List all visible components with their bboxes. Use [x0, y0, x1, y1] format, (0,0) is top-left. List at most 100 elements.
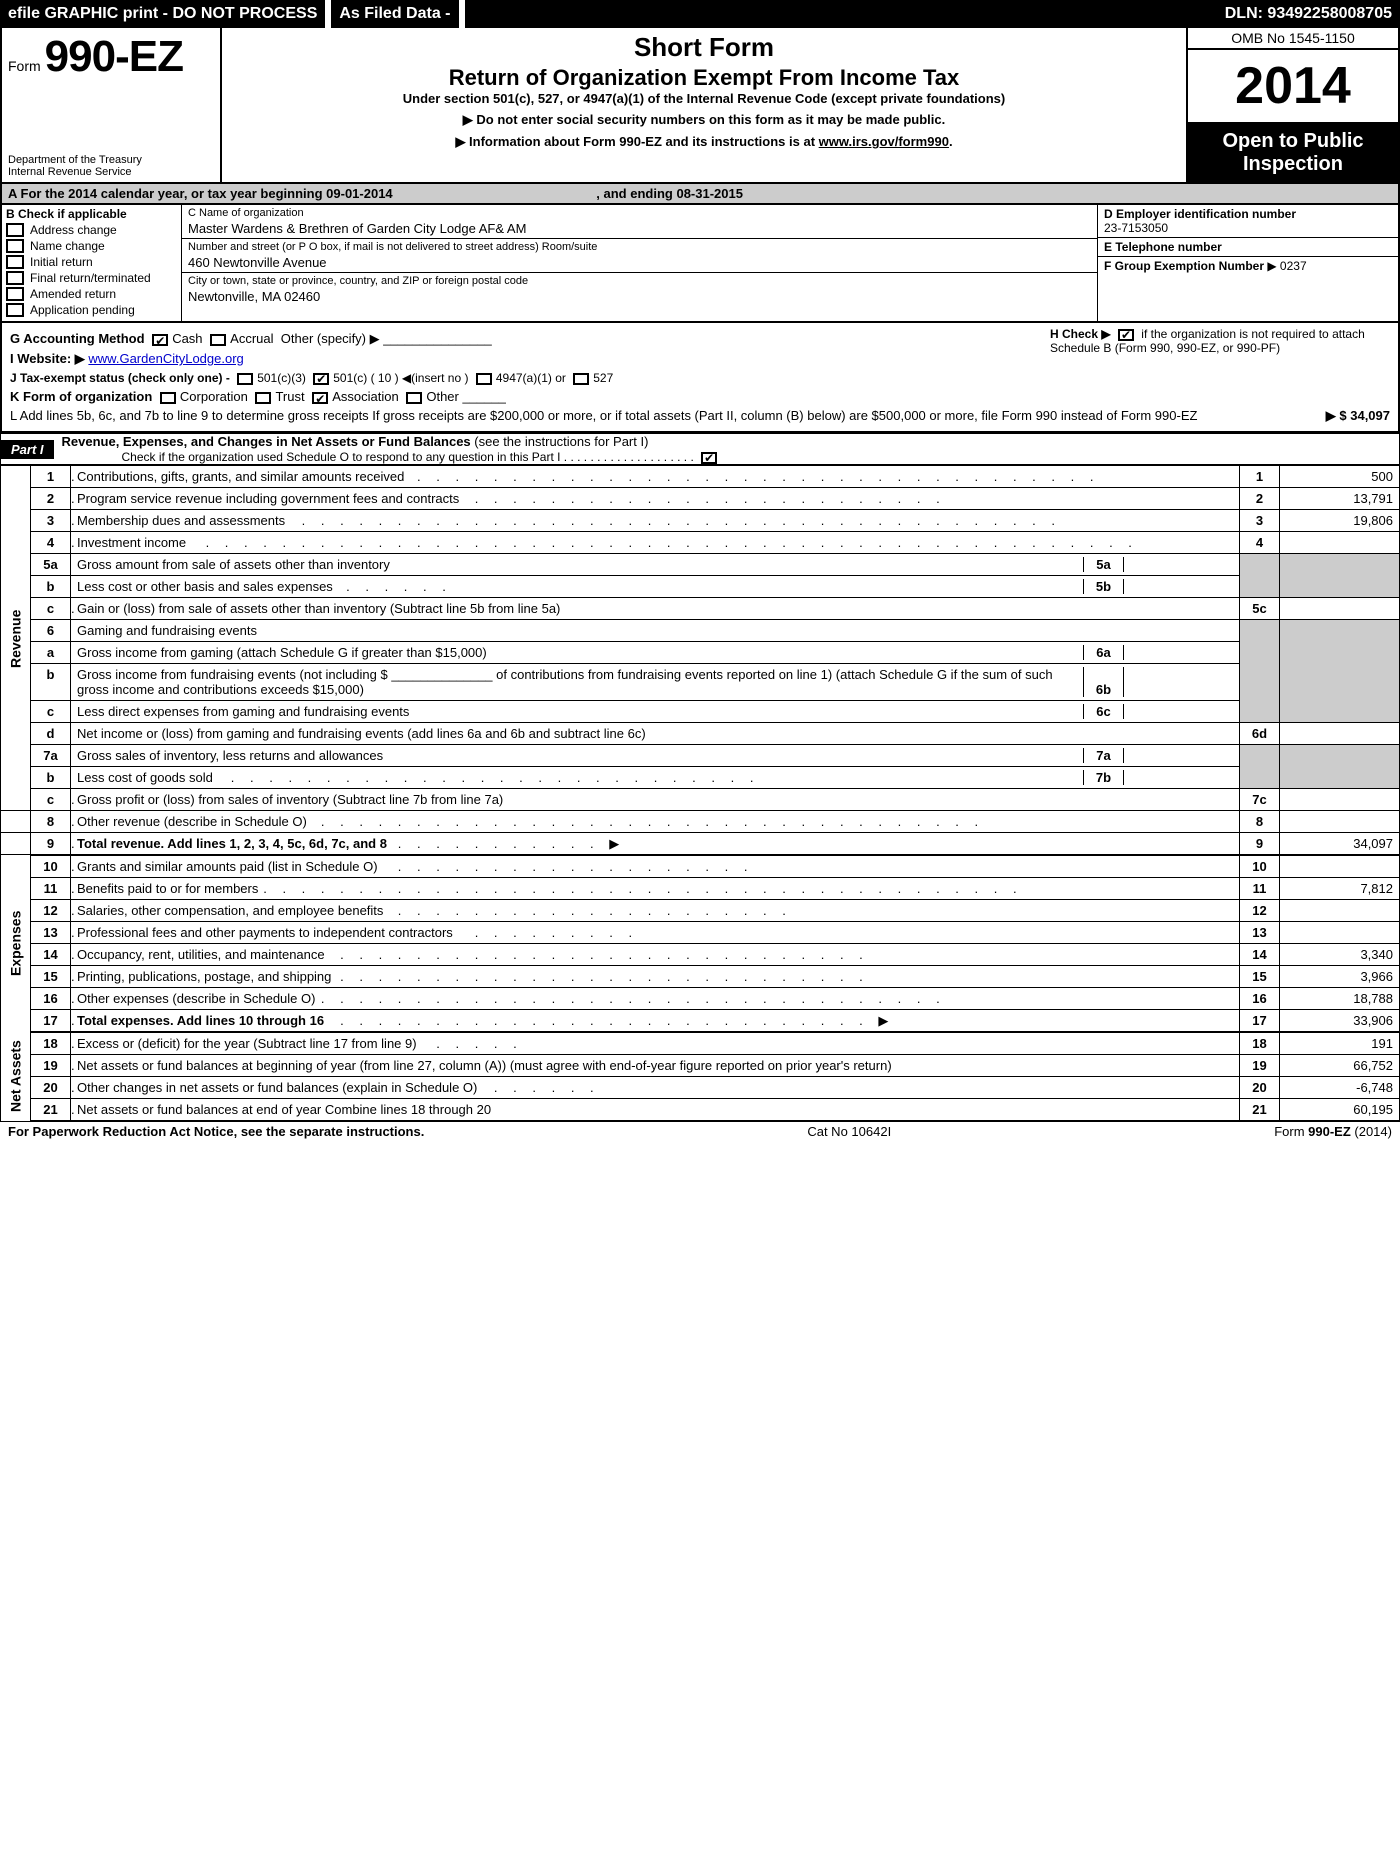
val-20: -6,748: [1280, 1077, 1400, 1099]
line-8: Other revenue (describe in Schedule O). …: [71, 811, 1240, 833]
section-b: B Check if applicable Address change Nam…: [2, 205, 182, 321]
line-15: Printing, publications, postage, and shi…: [71, 966, 1240, 988]
form-number: 990-EZ: [45, 32, 183, 82]
group-exemption: ▶ 0237: [1267, 259, 1306, 273]
line-1: Contributions, gifts, grants, and simila…: [71, 466, 1240, 488]
val-2: 13,791: [1280, 488, 1400, 510]
val-13: [1280, 922, 1400, 944]
val-1: 500: [1280, 466, 1400, 488]
page-footer: For Paperwork Reduction Act Notice, see …: [0, 1122, 1400, 1141]
line-7a: Gross sales of inventory, less returns a…: [71, 745, 1240, 767]
val-5c: [1280, 598, 1400, 620]
line-18: Excess or (deficit) for the year (Subtra…: [71, 1032, 1240, 1055]
line-5a: Gross amount from sale of assets other t…: [71, 554, 1240, 576]
line-12: Salaries, other compensation, and employ…: [71, 900, 1240, 922]
cat-no: Cat No 10642I: [807, 1124, 891, 1139]
line-21: Net assets or fund balances at end of ye…: [71, 1099, 1240, 1122]
irs-link[interactable]: www.irs.gov/form990: [819, 134, 949, 149]
val-18: 191: [1280, 1032, 1400, 1055]
chk-501c[interactable]: [313, 373, 329, 385]
val-6d: [1280, 723, 1400, 745]
chk-final-return[interactable]: Final return/terminated: [6, 271, 177, 285]
line-4: Investment income. . . . . . . . . . . .…: [71, 532, 1240, 554]
under-section: Under section 501(c), 527, or 4947(a)(1)…: [232, 91, 1176, 106]
chk-cash[interactable]: [152, 334, 168, 346]
line-17: Total expenses. Add lines 10 through 16.…: [71, 1010, 1240, 1033]
chk-accrual[interactable]: [210, 334, 226, 346]
note-info: ▶ Information about Form 990-EZ and its …: [232, 134, 1176, 150]
line-5c: Gain or (loss) from sale of assets other…: [71, 598, 1240, 620]
section-def: D Employer identification number 23-7153…: [1098, 205, 1398, 321]
val-8: [1280, 811, 1400, 833]
line-13: Professional fees and other payments to …: [71, 922, 1240, 944]
line-6d: Net income or (loss) from gaming and fun…: [71, 723, 1240, 745]
chk-schedule-o[interactable]: [701, 452, 717, 464]
part1-header: Part I Revenue, Expenses, and Changes in…: [0, 433, 1400, 465]
chk-application-pending[interactable]: Application pending: [6, 303, 177, 317]
org-street: 460 Newtonville Avenue: [188, 255, 1091, 270]
paperwork-notice: For Paperwork Reduction Act Notice, see …: [8, 1124, 424, 1139]
val-9: 34,097: [1280, 833, 1400, 856]
val-19: 66,752: [1280, 1055, 1400, 1077]
val-17: 33,906: [1280, 1010, 1400, 1033]
val-15: 3,966: [1280, 966, 1400, 988]
val-4: [1280, 532, 1400, 554]
line-7c: Gross profit or (loss) from sales of inv…: [71, 789, 1240, 811]
line-11: Benefits paid to or for members. . . . .…: [71, 878, 1240, 900]
chk-initial-return[interactable]: Initial return: [6, 255, 177, 269]
line-20: Other changes in net assets or fund bala…: [71, 1077, 1240, 1099]
line-6b: Gross income from fundraising events (no…: [71, 664, 1240, 701]
chk-501c3[interactable]: [237, 373, 253, 385]
org-city: Newtonville, MA 02460: [188, 289, 1091, 304]
line-6a: Gross income from gaming (attach Schedul…: [71, 642, 1240, 664]
website-link[interactable]: www.GardenCityLodge.org: [88, 351, 243, 366]
department: Department of the Treasury Internal Reve…: [8, 154, 214, 178]
efile-text: efile GRAPHIC print - DO NOT PROCESS: [0, 3, 325, 25]
val-7c: [1280, 789, 1400, 811]
section-h: H Check ▶ if the organization is not req…: [1050, 327, 1390, 355]
line-2: Program service revenue including govern…: [71, 488, 1240, 510]
note-ssn: Do not enter social security numbers on …: [232, 112, 1176, 128]
val-3: 19,806: [1280, 510, 1400, 532]
section-j: J Tax-exempt status (check only one) - 5…: [10, 371, 1390, 385]
chk-527[interactable]: [573, 373, 589, 385]
block-bcdef: B Check if applicable Address change Nam…: [0, 205, 1400, 323]
mid-block: H Check ▶ if the organization is not req…: [0, 323, 1400, 433]
top-bar: efile GRAPHIC print - DO NOT PROCESS As …: [0, 0, 1400, 28]
line-6: Gaming and fundraising events: [71, 620, 1240, 642]
section-l: L Add lines 5b, 6c, and 7b to line 9 to …: [10, 408, 1390, 423]
line-14: Occupancy, rent, utilities, and maintena…: [71, 944, 1240, 966]
chk-amended-return[interactable]: Amended return: [6, 287, 177, 301]
header-center: Short Form Return of Organization Exempt…: [222, 28, 1188, 182]
line-16: Other expenses (describe in Schedule O).…: [71, 988, 1240, 1010]
chk-h[interactable]: [1118, 329, 1134, 341]
chk-trust[interactable]: [255, 392, 271, 404]
val-16: 18,788: [1280, 988, 1400, 1010]
chk-name-change[interactable]: Name change: [6, 239, 177, 253]
header-right: OMB No 1545-1150 2014 Open to Public Ins…: [1188, 28, 1398, 182]
expenses-sidebar: Expenses: [1, 855, 31, 1032]
omb-number: OMB No 1545-1150: [1188, 28, 1398, 50]
chk-other[interactable]: [406, 392, 422, 404]
chk-address-change[interactable]: Address change: [6, 223, 177, 237]
val-14: 3,340: [1280, 944, 1400, 966]
line-9: Total revenue. Add lines 1, 2, 3, 4, 5c,…: [71, 833, 1240, 856]
form-ref: Form 990-EZ (2014): [1274, 1124, 1392, 1139]
line-19: Net assets or fund balances at beginning…: [71, 1055, 1240, 1077]
netassets-sidebar: Net Assets: [1, 1032, 31, 1121]
val-12: [1280, 900, 1400, 922]
line-6c: Less direct expenses from gaming and fun…: [71, 701, 1240, 723]
revenue-sidebar: Revenue: [1, 466, 31, 811]
org-name: Master Wardens & Brethren of Garden City…: [188, 221, 1091, 236]
dln: DLN: 93492258008705: [1225, 5, 1400, 23]
section-a: A For the 2014 calendar year, or tax yea…: [0, 184, 1400, 205]
asfiled-text: As Filed Data -: [331, 3, 458, 25]
section-c: C Name of organization Master Wardens & …: [182, 205, 1098, 321]
val-11: 7,812: [1280, 878, 1400, 900]
chk-corp[interactable]: [160, 392, 176, 404]
tax-year: 2014: [1188, 50, 1398, 124]
chk-4947[interactable]: [476, 373, 492, 385]
form-header: Form 990-EZ Department of the Treasury I…: [0, 28, 1400, 184]
chk-assoc[interactable]: [312, 392, 328, 404]
val-21: 60,195: [1280, 1099, 1400, 1122]
